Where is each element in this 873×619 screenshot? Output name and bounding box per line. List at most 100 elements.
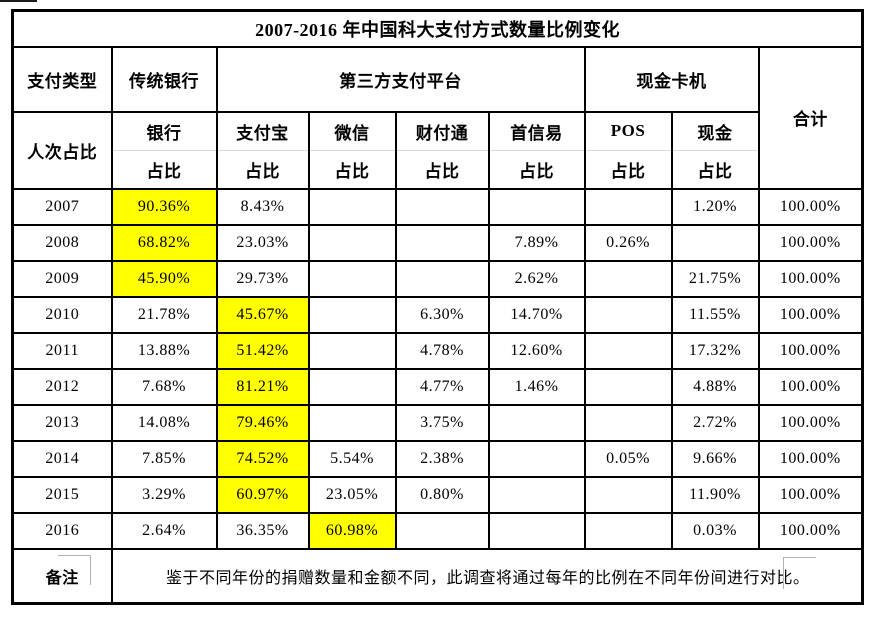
header-cash-line1: 现金	[673, 114, 757, 151]
header-alipay-line2: 占比	[245, 161, 280, 181]
year-cell: 2013	[11, 403, 113, 442]
value-cell-tenpay	[394, 259, 490, 298]
total-cell: 100.00%	[757, 439, 864, 478]
payment-ratio-table: 2007-2016 年中国科大支付方式数量比例变化 支付类型 传统银行 第三方支…	[11, 9, 865, 605]
header-bank-line1: 银行	[113, 114, 215, 151]
total-cell: 100.00%	[757, 367, 864, 406]
value-cell-wechat	[307, 187, 397, 226]
value-cell-paypalm	[487, 403, 586, 442]
table-row: 2015 3.29% 60.97% 23.05% 0.80% 11.90% 100.00%	[11, 475, 864, 514]
value-cell-cash: 0.03%	[670, 511, 760, 550]
header-wechat: 微信 占比	[307, 110, 397, 190]
header-traditional-bank: 传统银行	[110, 45, 218, 113]
table-row: 2013 14.08% 79.46% 3.75% 2.72% 100.00%	[11, 403, 864, 442]
value-cell-tenpay	[394, 511, 490, 550]
value-cell-alipay: 29.73%	[215, 259, 310, 298]
note-label: 备注	[45, 569, 79, 587]
note-text-cell: 鉴于不同年份的捐赠数量和金额不同，此调查将通过每年的比例在不同年份间进行对比。	[110, 547, 864, 605]
value-cell-cash: 2.72%	[670, 403, 760, 442]
value-cell-cash: 1.20%	[670, 187, 760, 226]
value-cell-paypalm	[487, 187, 586, 226]
value-cell-alipay: 51.42%	[215, 331, 310, 370]
note-row: 备注 鉴于不同年份的捐赠数量和金额不同，此调查将通过每年的比例在不同年份间进行对…	[11, 547, 864, 605]
value-cell-paypalm: 7.89%	[487, 223, 586, 262]
value-cell-alipay: 74.52%	[215, 439, 310, 478]
value-cell-bank: 45.90%	[110, 259, 218, 298]
value-cell-paypalm	[487, 439, 586, 478]
header-wechat-line2: 占比	[334, 161, 370, 181]
header-tenpay-line1: 财付通	[397, 114, 487, 151]
note-text: 鉴于不同年份的捐赠数量和金额不同，此调查将通过每年的比例在不同年份间进行对比。	[166, 569, 810, 587]
value-cell-wechat: 23.05%	[307, 475, 397, 514]
value-cell-alipay: 8.43%	[215, 187, 310, 226]
value-cell-cash: 4.88%	[670, 367, 760, 406]
value-cell-bank: 2.64%	[110, 511, 218, 550]
total-cell: 100.00%	[757, 511, 864, 550]
value-cell-tenpay: 4.78%	[394, 331, 490, 370]
header-third-party-platform: 第三方支付平台	[215, 45, 586, 113]
title-row: 2007-2016 年中国科大支付方式数量比例变化	[11, 9, 864, 48]
total-cell: 100.00%	[757, 331, 864, 370]
value-cell-wechat	[307, 259, 397, 298]
value-cell-wechat: 5.54%	[307, 439, 397, 478]
total-cell: 100.00%	[757, 475, 864, 514]
value-cell-cash: 9.66%	[670, 439, 760, 478]
value-cell-bank: 21.78%	[110, 295, 218, 334]
value-cell-tenpay: 6.30%	[394, 295, 490, 334]
header-tenpay: 财付通 占比	[394, 110, 490, 190]
ghost-gridline-right	[782, 556, 816, 589]
table-body: 2007 90.36% 8.43% 1.20% 100.00% 2008 68.82% 23.…	[11, 187, 864, 550]
header-group-row: 支付类型 传统银行 第三方支付平台 现金卡机 合计	[11, 45, 864, 190]
header-total: 合计	[757, 45, 864, 190]
value-cell-alipay: 23.03%	[215, 223, 310, 262]
header-wechat-line1: 微信	[310, 114, 394, 151]
header-bank: 银行 占比	[110, 110, 218, 190]
value-cell-wechat	[307, 331, 397, 370]
value-cell-wechat	[307, 295, 397, 334]
value-cell-wechat	[307, 403, 397, 442]
value-cell-pos	[583, 331, 673, 370]
table-row: 2009 45.90% 29.73% 2.62% 21.75% 100.00%	[11, 259, 864, 298]
year-cell: 2011	[11, 331, 113, 370]
value-cell-paypalm: 1.46%	[487, 367, 586, 406]
year-cell: 2012	[11, 367, 113, 406]
header-paypalm-line2: 占比	[519, 161, 554, 181]
value-cell-pos	[583, 511, 673, 550]
year-cell: 2010	[11, 295, 113, 334]
header-pos: POS 占比	[583, 110, 673, 190]
header-cash: 现金 占比	[670, 110, 760, 190]
header-per-capita-ratio: 人次占比	[11, 110, 113, 190]
header-tenpay-line2: 占比	[424, 161, 460, 181]
year-cell: 2009	[11, 259, 113, 298]
header-cash-card-machine: 现金卡机	[583, 45, 760, 113]
ghost-gridline-left	[58, 554, 91, 585]
table-row: 2016 2.64% 36.35% 60.98% 0.03% 100.00%	[11, 511, 864, 550]
value-cell-paypalm: 14.70%	[487, 295, 586, 334]
year-cell: 2016	[11, 511, 113, 550]
table-row: 2014 7.85% 74.52% 5.54% 2.38% 0.05% 9.66% 100.0…	[11, 439, 864, 478]
header-paypalm: 首信易 占比	[487, 110, 586, 190]
header-pos-line2: 占比	[610, 161, 646, 181]
total-cell: 100.00%	[757, 259, 864, 298]
value-cell-bank: 7.68%	[110, 367, 218, 406]
value-cell-bank: 90.36%	[110, 187, 218, 226]
header-payment-type: 支付类型	[11, 45, 113, 113]
value-cell-tenpay: 0.80%	[394, 475, 490, 514]
header-paypalm-line1: 首信易	[490, 114, 583, 151]
value-cell-tenpay	[394, 223, 490, 262]
total-cell: 100.00%	[757, 403, 864, 442]
value-cell-paypalm: 12.60%	[487, 331, 586, 370]
value-cell-cash: 17.32%	[670, 331, 760, 370]
value-cell-alipay: 45.67%	[215, 295, 310, 334]
value-cell-tenpay: 4.77%	[394, 367, 490, 406]
value-cell-alipay: 79.46%	[215, 403, 310, 442]
value-cell-bank: 3.29%	[110, 475, 218, 514]
value-cell-tenpay: 2.38%	[394, 439, 490, 478]
value-cell-bank: 14.08%	[110, 403, 218, 442]
header-cash-line2: 占比	[697, 161, 733, 181]
value-cell-pos	[583, 295, 673, 334]
table-row: 2011 13.88% 51.42% 4.78% 12.60% 17.32% 100.00%	[11, 331, 864, 370]
value-cell-pos	[583, 403, 673, 442]
header-pos-line1: POS	[586, 114, 670, 151]
value-cell-wechat	[307, 367, 397, 406]
